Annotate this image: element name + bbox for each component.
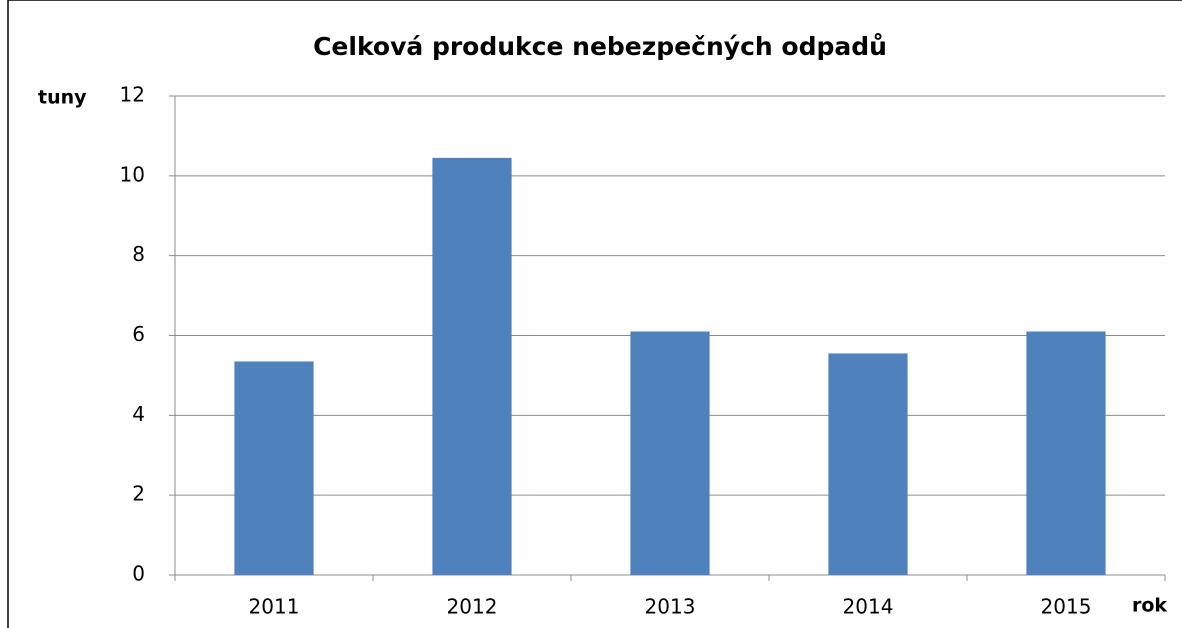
y-tick-label: 12: [120, 83, 145, 107]
y-tick-label: 2: [132, 482, 145, 506]
x-tick-label: 2015: [1041, 595, 1092, 619]
chart-frame: [7, 0, 1182, 628]
bar: [234, 361, 314, 575]
y-tick-label: 0: [132, 562, 145, 586]
y-tick-label: 10: [120, 162, 145, 186]
y-tick-label: 8: [132, 242, 145, 266]
y-tick-label: 6: [132, 322, 145, 346]
x-tick-label: 2014: [843, 595, 894, 619]
x-tick-label: 2013: [645, 595, 696, 619]
bar: [828, 353, 908, 575]
x-tick-label: 2011: [249, 595, 300, 619]
bar: [432, 157, 512, 575]
x-axis-label: rok: [1132, 595, 1167, 617]
y-axis-label: tuny: [38, 87, 87, 109]
y-tick-label: 4: [132, 402, 145, 426]
bar: [630, 331, 710, 575]
chart-title: Celková produkce nebezpečných odpadů: [313, 32, 887, 61]
x-tick-label: 2012: [447, 595, 498, 619]
bar: [1026, 331, 1106, 575]
